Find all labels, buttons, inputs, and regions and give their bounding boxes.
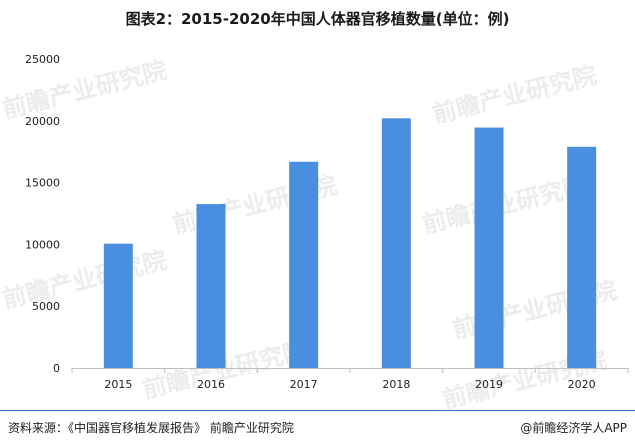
y-tick-label: 0 xyxy=(53,362,60,375)
y-tick-label: 15000 xyxy=(25,177,60,190)
y-tick-label: 10000 xyxy=(25,238,60,251)
chart-title: 图表2：2015-2020年中国人体器官移植数量(单位：例) xyxy=(125,10,510,28)
bar xyxy=(474,127,504,369)
bar xyxy=(289,161,319,368)
y-tick-label: 5000 xyxy=(32,300,60,313)
bar xyxy=(381,118,411,368)
bar xyxy=(103,243,133,368)
x-tick-label: 2016 xyxy=(197,378,225,391)
x-tick-label: 2018 xyxy=(382,378,410,391)
source-note: 资料来源：《中国器官移植发展报告》 前瞻产业研究院 xyxy=(8,421,294,435)
x-tick-label: 2017 xyxy=(290,378,318,391)
y-tick-label: 25000 xyxy=(25,53,60,66)
x-tick-label: 2019 xyxy=(475,378,503,391)
bar xyxy=(567,146,597,368)
x-tick-label: 2015 xyxy=(104,378,132,391)
footer: 资料来源：《中国器官移植发展报告》 前瞻产业研究院 @前瞻经济学人APP xyxy=(0,410,635,445)
x-tick-label: 2020 xyxy=(568,378,596,391)
bar-chart: 0 5000 10000 15000 20000 25000 2015 2016 2017 201… xyxy=(25,53,629,391)
bar xyxy=(196,204,226,368)
y-tick-label: 20000 xyxy=(25,115,60,128)
credit-note: @前瞻经济学人APP xyxy=(520,421,627,435)
